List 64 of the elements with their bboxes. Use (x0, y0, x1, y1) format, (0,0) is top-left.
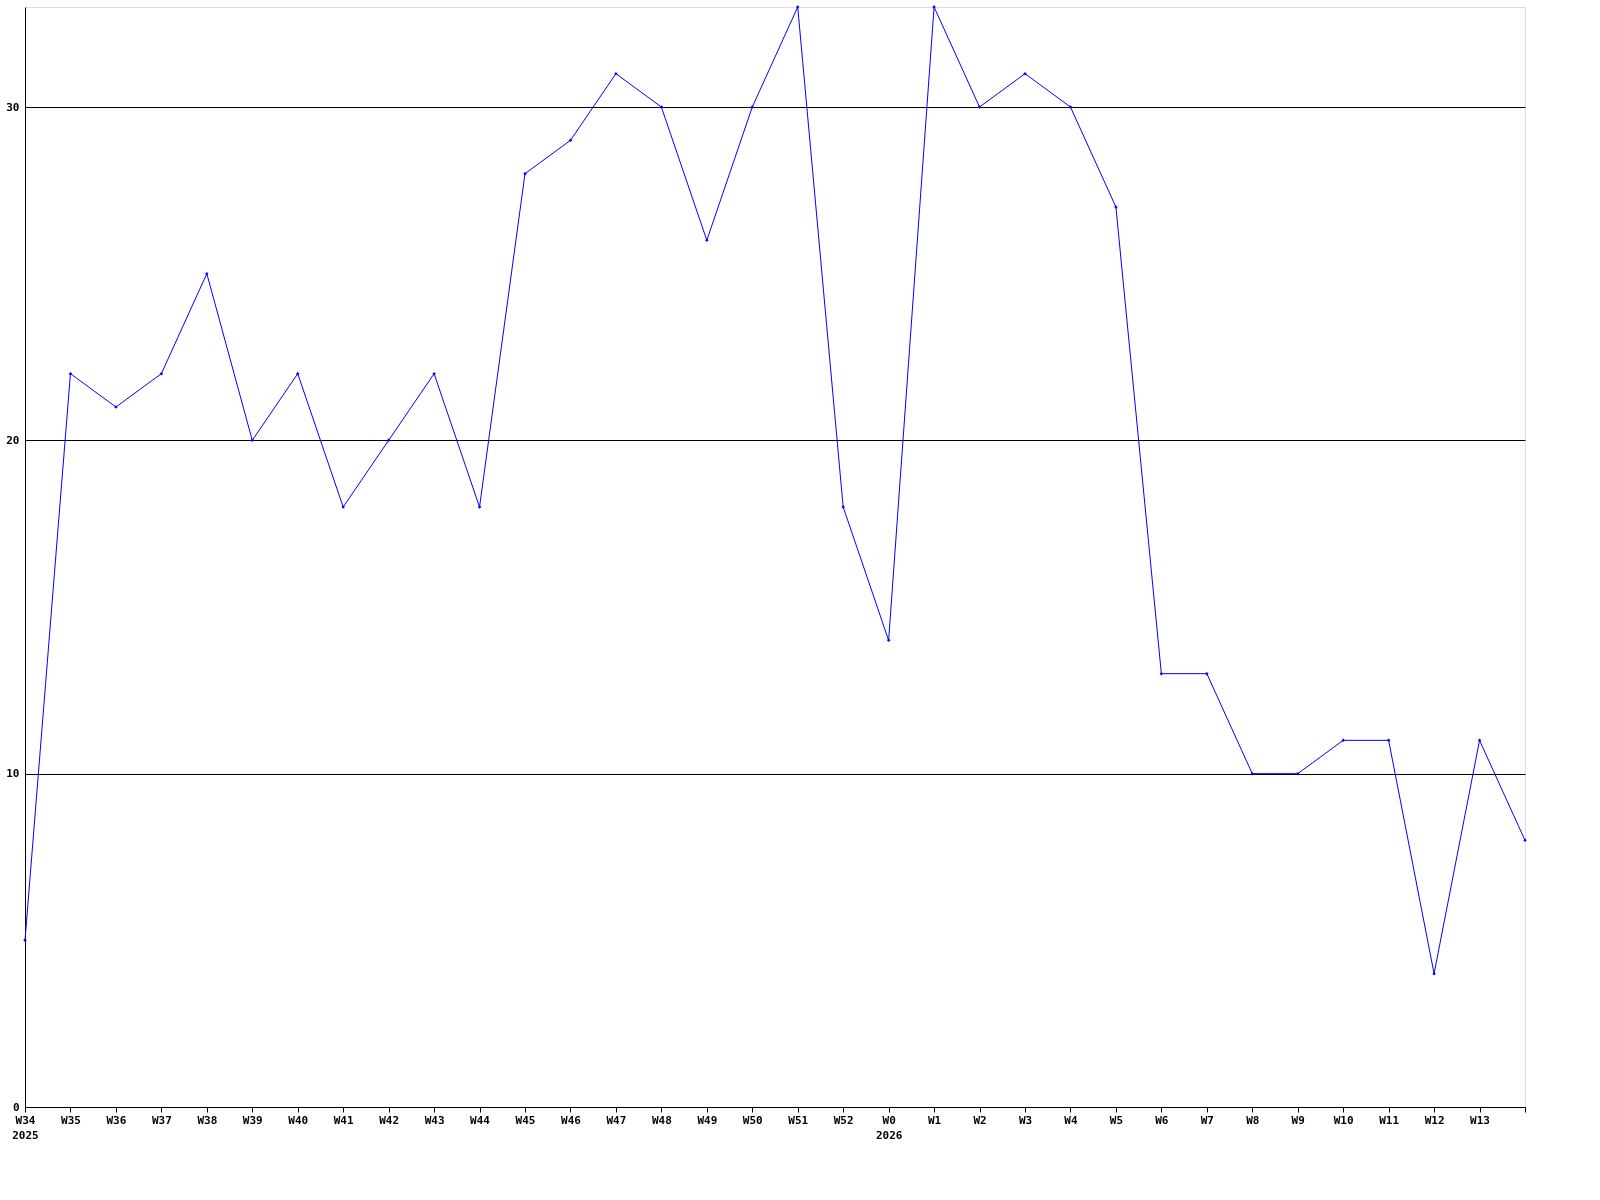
point (659, 105, 664, 109)
point (886, 638, 891, 643)
x-tick-label: W41 (333, 1113, 354, 1127)
point (1432, 971, 1436, 976)
x-tick-label: W1 (927, 1113, 942, 1127)
x-tick-label: W47 (606, 1113, 627, 1127)
x-tick-label: W45 (515, 1113, 536, 1127)
x-tick-label: W6 (1155, 1113, 1169, 1127)
y-tick-label: 30 (6, 100, 20, 114)
x-tick-label: W48 (651, 1113, 672, 1127)
x-tick-label: W12 (1424, 1113, 1445, 1127)
x-tick-label: W2 (973, 1113, 987, 1127)
x-tick-label: W43 (424, 1113, 445, 1127)
point (523, 171, 527, 176)
y-tick-label: 0 (12, 1100, 20, 1114)
point (296, 371, 300, 376)
x-tick-label: W5 (1109, 1113, 1124, 1127)
point (1386, 738, 1391, 743)
point (1023, 71, 1027, 76)
x-tick-label: W7 (1200, 1113, 1214, 1127)
point (1159, 671, 1164, 676)
x-tick-label: W50 (742, 1113, 763, 1127)
point (159, 371, 164, 376)
point (1205, 671, 1209, 676)
y-tick-label: 20 (6, 433, 20, 447)
x-tick-label: W38 (197, 1113, 218, 1127)
x-tick-label: W11 (1379, 1113, 1400, 1127)
point (386, 438, 391, 443)
x-tick-label: W46 (561, 1113, 582, 1127)
x-tick-label: W8 (1246, 1113, 1260, 1127)
point (250, 438, 254, 443)
x-tick-label: W4 (1064, 1113, 1078, 1127)
point (750, 105, 754, 109)
x-tick-label: W10 (1333, 1113, 1354, 1127)
point (1523, 838, 1527, 843)
x-tick-label: W36 (106, 1113, 127, 1127)
point (977, 105, 982, 109)
x-tick-label: W37 (151, 1113, 172, 1127)
x-tick-label: W49 (697, 1113, 718, 1127)
point (1250, 771, 1254, 776)
point (796, 5, 800, 9)
x-tick-label: W3 (1018, 1113, 1033, 1127)
x-tick-label: W34 2025 (12, 1113, 39, 1142)
x-tick-label: W40 (288, 1113, 309, 1127)
x-tick-label: W42 (379, 1113, 400, 1127)
point (1068, 105, 1073, 109)
point (705, 238, 709, 243)
point (1296, 771, 1300, 776)
point (1341, 738, 1345, 743)
x-tick-label: W9 (1291, 1113, 1305, 1127)
point (205, 271, 209, 276)
point (477, 505, 482, 509)
x-tick-label: W52 (833, 1113, 854, 1127)
x-tick-label: W13 (1470, 1113, 1490, 1127)
x-tick-label: W51 (788, 1113, 809, 1127)
x-tick-label: W0 2026 (875, 1113, 903, 1142)
line-series (23, 5, 1527, 976)
point (432, 371, 436, 376)
y-tick-label: 10 (6, 767, 20, 781)
x-tick-label: W39 (242, 1113, 263, 1127)
point (614, 71, 618, 76)
x-tick-label: W44 (470, 1113, 491, 1127)
x-tick-label: W35 (61, 1113, 81, 1127)
point (23, 938, 27, 943)
